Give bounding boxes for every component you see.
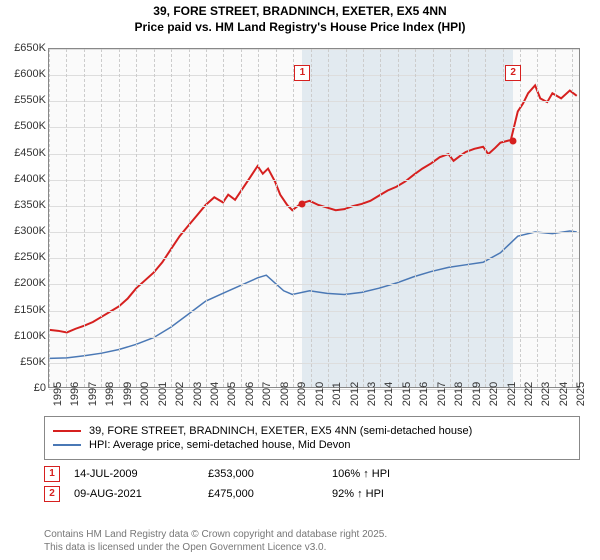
chart-plot-area: 12 <box>48 48 580 388</box>
footnote: Contains HM Land Registry data © Crown c… <box>44 528 387 554</box>
x-axis-tick: 2013 <box>366 382 378 406</box>
legend-item: HPI: Average price, semi-detached house,… <box>53 439 571 451</box>
y-axis-tick: £150K <box>0 304 46 316</box>
transaction-pct: 106% ↑ HPI <box>332 468 390 480</box>
x-axis-tick: 2024 <box>558 382 570 406</box>
series-price_paid <box>50 85 577 332</box>
x-axis-tick: 1995 <box>52 382 64 406</box>
legend-item: 39, FORE STREET, BRADNINCH, EXETER, EX5 … <box>53 425 571 437</box>
x-axis-tick: 2003 <box>192 382 204 406</box>
y-axis-tick: £550K <box>0 94 46 106</box>
transaction-row: 1 14-JUL-2009 £353,000 106% ↑ HPI <box>44 466 580 482</box>
x-axis-tick: 2009 <box>296 382 308 406</box>
chart-title-block: 39, FORE STREET, BRADNINCH, EXETER, EX5 … <box>0 0 600 35</box>
y-axis-tick: £0 <box>0 382 46 394</box>
y-axis-tick: £400K <box>0 173 46 185</box>
transaction-number-box: 1 <box>44 466 60 482</box>
x-axis-tick: 1997 <box>87 382 99 406</box>
transaction-price: £475,000 <box>208 488 318 500</box>
series-hpi <box>50 231 577 358</box>
legend-label: HPI: Average price, semi-detached house,… <box>89 439 351 451</box>
annotation-marker-1: 1 <box>294 65 310 81</box>
y-axis-tick: £50K <box>0 356 46 368</box>
x-axis-tick: 2021 <box>506 382 518 406</box>
y-axis-tick: £250K <box>0 251 46 263</box>
y-axis-tick: £600K <box>0 68 46 80</box>
x-axis-tick: 2015 <box>401 382 413 406</box>
footnote-line-2: This data is licensed under the Open Gov… <box>44 541 387 554</box>
x-axis-tick: 2005 <box>226 382 238 406</box>
x-axis-tick: 2020 <box>488 382 500 406</box>
transaction-date: 14-JUL-2009 <box>74 468 194 480</box>
y-axis-tick: £100K <box>0 330 46 342</box>
x-axis-tick: 1998 <box>104 382 116 406</box>
x-axis-tick: 2011 <box>331 382 343 406</box>
x-axis-tick: 2004 <box>209 382 221 406</box>
transaction-price: £353,000 <box>208 468 318 480</box>
transaction-number-box: 2 <box>44 486 60 502</box>
annotation-marker-2: 2 <box>505 65 521 81</box>
legend-swatch <box>53 444 81 446</box>
x-axis-tick: 2002 <box>174 382 186 406</box>
title-line-1: 39, FORE STREET, BRADNINCH, EXETER, EX5 … <box>0 4 600 20</box>
transaction-row: 2 09-AUG-2021 £475,000 92% ↑ HPI <box>44 486 580 502</box>
x-axis-tick: 2017 <box>436 382 448 406</box>
x-axis-tick: 2016 <box>418 382 430 406</box>
transaction-date: 09-AUG-2021 <box>74 488 194 500</box>
transaction-pct: 92% ↑ HPI <box>332 488 384 500</box>
title-line-2: Price paid vs. HM Land Registry's House … <box>0 20 600 36</box>
y-axis-tick: £300K <box>0 225 46 237</box>
y-axis-tick: £450K <box>0 147 46 159</box>
x-axis-tick: 2023 <box>540 382 552 406</box>
legend-box: 39, FORE STREET, BRADNINCH, EXETER, EX5 … <box>44 416 580 460</box>
x-axis-tick: 2007 <box>261 382 273 406</box>
legend-swatch <box>53 430 81 432</box>
transaction-table: 1 14-JUL-2009 £353,000 106% ↑ HPI 2 09-AUG-20… <box>44 462 580 506</box>
x-axis-tick: 2019 <box>471 382 483 406</box>
y-axis-tick: £350K <box>0 199 46 211</box>
y-axis-tick: £200K <box>0 277 46 289</box>
legend-label: 39, FORE STREET, BRADNINCH, EXETER, EX5 … <box>89 425 472 437</box>
x-axis-tick: 2025 <box>575 382 587 406</box>
x-axis-tick: 2010 <box>314 382 326 406</box>
x-axis-tick: 1999 <box>122 382 134 406</box>
x-axis-tick: 2008 <box>279 382 291 406</box>
transaction-dot-1 <box>299 201 306 208</box>
x-axis-tick: 2014 <box>383 382 395 406</box>
y-axis-tick: £500K <box>0 120 46 132</box>
y-axis-tick: £650K <box>0 42 46 54</box>
x-axis-tick: 2000 <box>139 382 151 406</box>
x-axis-tick: 2018 <box>453 382 465 406</box>
x-axis-tick: 2006 <box>244 382 256 406</box>
x-axis-tick: 2012 <box>349 382 361 406</box>
transaction-dot-2 <box>509 137 516 144</box>
x-axis-tick: 2001 <box>157 382 169 406</box>
footnote-line-1: Contains HM Land Registry data © Crown c… <box>44 528 387 541</box>
x-axis-tick: 2022 <box>523 382 535 406</box>
x-axis-tick: 1996 <box>69 382 81 406</box>
